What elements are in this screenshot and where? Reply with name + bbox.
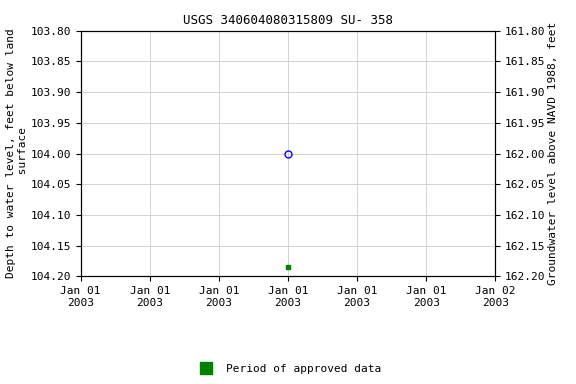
Y-axis label: Depth to water level, feet below land
 surface: Depth to water level, feet below land su… xyxy=(6,29,28,278)
Title: USGS 340604080315809 SU- 358: USGS 340604080315809 SU- 358 xyxy=(183,14,393,27)
Y-axis label: Groundwater level above NAVD 1988, feet: Groundwater level above NAVD 1988, feet xyxy=(548,22,558,285)
Legend: Period of approved data: Period of approved data xyxy=(191,359,385,379)
